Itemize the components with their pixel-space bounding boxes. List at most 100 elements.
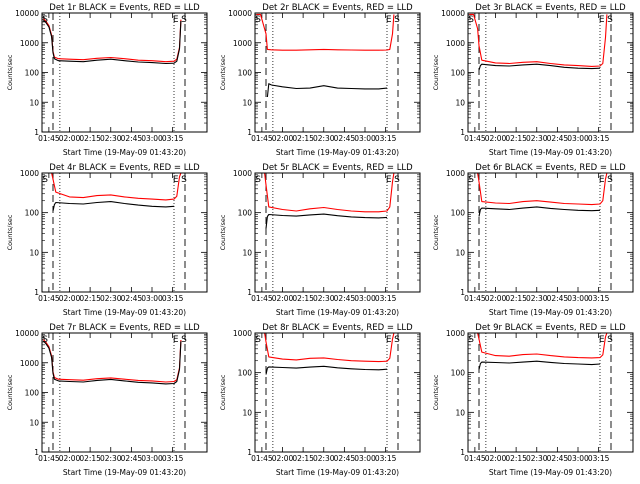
x-tick-label: 02:30 <box>100 134 122 143</box>
x-tick-label: 02:30 <box>100 294 122 303</box>
chart-panel: Det 4r BLACK = Events, RED = LLD Counts/s… <box>0 129 213 320</box>
x-tick-label: 02:00 <box>485 294 507 303</box>
chart-svg: Det 4r BLACK = Events, RED = LLD Counts/s… <box>6 129 208 317</box>
x-axis-label: Start Time (19-May-09 01:43:20) <box>276 148 399 157</box>
y-tick-label: 1 <box>34 128 39 137</box>
chart-title: Det 8r BLACK = Events, RED = LLD <box>262 323 413 333</box>
end-marker: E <box>173 175 179 185</box>
start-marker: S <box>607 175 613 185</box>
x-tick-label: 02:00 <box>272 294 294 303</box>
y-tick-label: 1000 <box>446 169 465 178</box>
x-tick-label: 02:15 <box>505 134 527 143</box>
x-tick-label: 03:00 <box>354 454 376 463</box>
y-tick-label: 1 <box>460 448 465 457</box>
start-marker: S <box>255 175 261 185</box>
x-tick-label: 02:15 <box>79 294 101 303</box>
y-tick-label: 1000 <box>20 39 39 48</box>
y-tick-label: 10000 <box>15 329 39 338</box>
plot-frame <box>467 332 634 453</box>
y-tick-label: 1 <box>34 288 39 297</box>
x-tick-label: 03:15 <box>162 134 184 143</box>
start-marker: S <box>394 335 400 345</box>
y-tick-label: 1000 <box>446 329 465 338</box>
x-tick-label: 03:15 <box>162 454 184 463</box>
x-tick-label: 02:00 <box>59 294 81 303</box>
chart-panel: Det 3r BLACK = Events, RED = LLD Counts/s… <box>426 0 639 160</box>
x-tick-label: 02:00 <box>272 134 294 143</box>
y-tick-label: 10 <box>242 248 252 257</box>
x-axis-label: Start Time (19-May-09 01:43:20) <box>489 148 612 157</box>
start-marker: S <box>181 15 187 25</box>
x-tick-label: 02:30 <box>313 134 335 143</box>
x-tick-label: 02:15 <box>505 294 527 303</box>
y-tick-label: 1 <box>460 128 465 137</box>
plot-frame <box>41 172 208 293</box>
y-tick-label: 10 <box>242 98 252 107</box>
y-tick-label: 1000 <box>446 39 465 48</box>
lld-series-line <box>469 172 608 206</box>
x-tick-label: 03:15 <box>162 294 184 303</box>
chart-title: Det 2r BLACK = Events, RED = LLD <box>262 3 413 13</box>
x-tick-label: 02:15 <box>79 454 101 463</box>
x-tick-label: 03:15 <box>588 294 610 303</box>
y-tick-label: 100 <box>238 369 253 378</box>
plot-frame <box>41 12 208 133</box>
y-axis-label: Counts/sec <box>6 54 14 90</box>
start-marker: S <box>255 15 261 25</box>
x-tick-label: 01:45 <box>251 134 273 143</box>
x-tick-label: 02:45 <box>547 294 569 303</box>
y-tick-label: 10000 <box>228 9 252 18</box>
chart-svg: Det 1r BLACK = Events, RED = LLD Counts/s… <box>6 3 208 157</box>
start-marker: S <box>394 15 400 25</box>
y-tick-label: 1000 <box>233 329 252 338</box>
end-marker: E <box>599 175 605 185</box>
x-tick-label: 02:45 <box>121 134 143 143</box>
events-series-line <box>478 360 601 370</box>
end-marker: E <box>173 335 179 345</box>
y-tick-label: 1 <box>34 448 39 457</box>
events-series-line <box>265 365 388 375</box>
events-series-line <box>478 206 601 217</box>
chart-panel: Det 2r BLACK = Events, RED = LLD Counts/s… <box>213 0 426 160</box>
chart-title: Det 5r BLACK = Events, RED = LLD <box>262 163 413 173</box>
start-marker: S <box>468 15 474 25</box>
x-axis-label: Start Time (19-May-09 01:43:20) <box>63 148 186 157</box>
y-tick-label: 100 <box>238 209 253 218</box>
y-axis-label: Counts/sec <box>6 374 14 410</box>
x-tick-label: 02:45 <box>121 454 143 463</box>
y-tick-label: 100 <box>25 389 40 398</box>
chart-svg: Det 9r BLACK = Events, RED = LLD Counts/s… <box>432 323 634 477</box>
x-tick-label: 02:45 <box>334 454 356 463</box>
x-tick-label: 02:30 <box>100 454 122 463</box>
x-tick-label: 02:30 <box>526 454 548 463</box>
y-tick-label: 10 <box>29 248 39 257</box>
x-tick-label: 02:00 <box>272 454 294 463</box>
lld-series-line <box>469 13 608 67</box>
start-marker: S <box>468 335 474 345</box>
x-tick-label: 02:30 <box>313 294 335 303</box>
events-series-line <box>43 19 182 65</box>
end-marker: E <box>386 175 392 185</box>
chart-panel: Det 7r BLACK = Events, RED = LLD Counts/s… <box>0 320 213 480</box>
lld-series-line <box>43 172 182 201</box>
y-axis-label: Counts/sec <box>219 54 227 90</box>
y-tick-label: 100 <box>451 369 466 378</box>
plot-frame <box>254 172 421 293</box>
x-tick-label: 02:45 <box>334 134 356 143</box>
x-axis-label: Start Time (19-May-09 01:43:20) <box>489 468 612 477</box>
x-tick-label: 03:15 <box>588 454 610 463</box>
chart-panel: Det 9r BLACK = Events, RED = LLD Counts/s… <box>426 320 639 480</box>
x-tick-label: 03:15 <box>375 294 397 303</box>
start-marker: S <box>42 175 48 185</box>
lld-series-line <box>42 339 182 383</box>
x-tick-label: 02:45 <box>334 294 356 303</box>
start-marker: S <box>42 15 48 25</box>
x-tick-label: 01:45 <box>38 134 60 143</box>
lld-series-line <box>469 332 608 359</box>
x-tick-label: 02:45 <box>547 134 569 143</box>
x-tick-label: 02:15 <box>292 134 314 143</box>
chart-title: Det 6r BLACK = Events, RED = LLD <box>475 163 626 173</box>
chart-panel: Det 1r BLACK = Events, RED = LLD Counts/s… <box>0 0 213 160</box>
x-tick-label: 02:30 <box>526 134 548 143</box>
y-tick-label: 10 <box>455 248 465 257</box>
